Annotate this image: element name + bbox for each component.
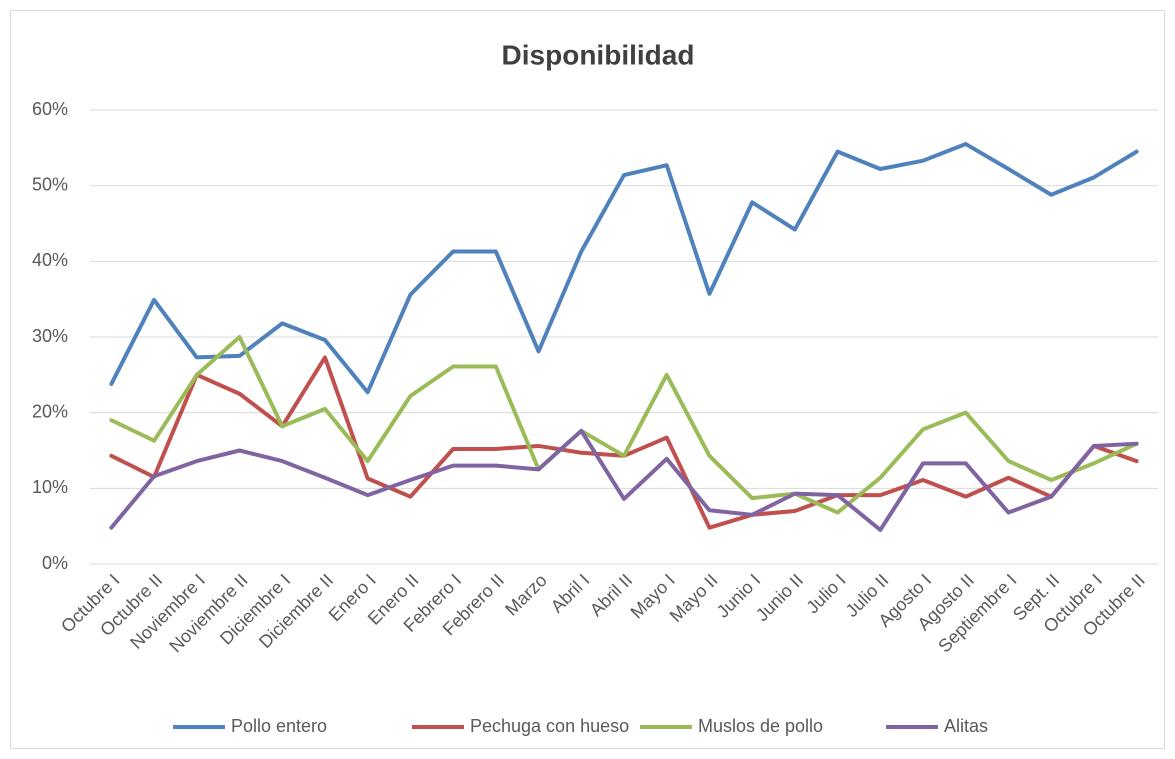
y-tick-label: 20% [32, 401, 68, 421]
legend-label: Pollo entero [231, 716, 327, 736]
y-tick-label: 60% [32, 99, 68, 119]
y-tick-label: 30% [32, 326, 68, 346]
series-line [109, 335, 1139, 515]
y-tick-label: 40% [32, 250, 68, 270]
y-tick-label: 10% [32, 477, 68, 497]
y-tick-label: 50% [32, 174, 68, 194]
chart-title: Disponibilidad [502, 39, 695, 70]
y-tick-label: 0% [42, 553, 68, 573]
series-line [109, 142, 1139, 395]
legend-label: Alitas [944, 716, 988, 736]
legend-label: Pechuga con hueso [470, 716, 629, 736]
series-line [109, 428, 1139, 532]
legend-label: Muslos de pollo [698, 716, 823, 736]
